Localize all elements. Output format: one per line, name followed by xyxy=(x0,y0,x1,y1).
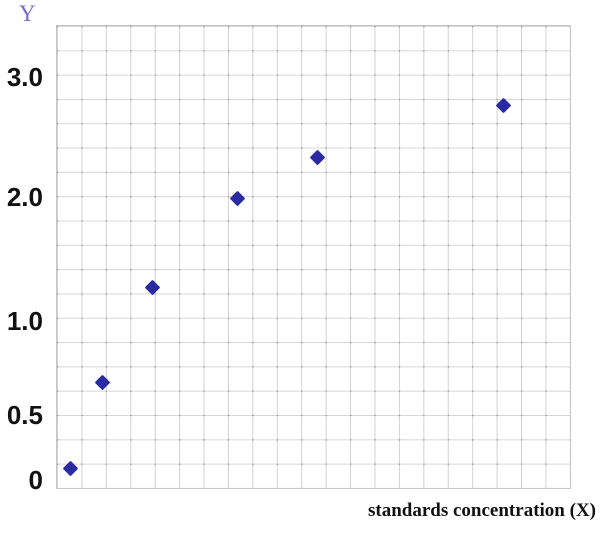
y-tick-label: 3.0 xyxy=(6,62,43,92)
plot-area xyxy=(56,25,571,489)
y-axis-title: Y xyxy=(19,1,36,26)
y-tick-label: 0 xyxy=(28,465,43,495)
y-tick-label: 2.0 xyxy=(6,182,43,212)
x-axis-title: standards concentration (X) xyxy=(368,500,596,521)
y-tick-label: 1.0 xyxy=(6,306,43,336)
y-tick-label: 0.5 xyxy=(6,400,43,430)
